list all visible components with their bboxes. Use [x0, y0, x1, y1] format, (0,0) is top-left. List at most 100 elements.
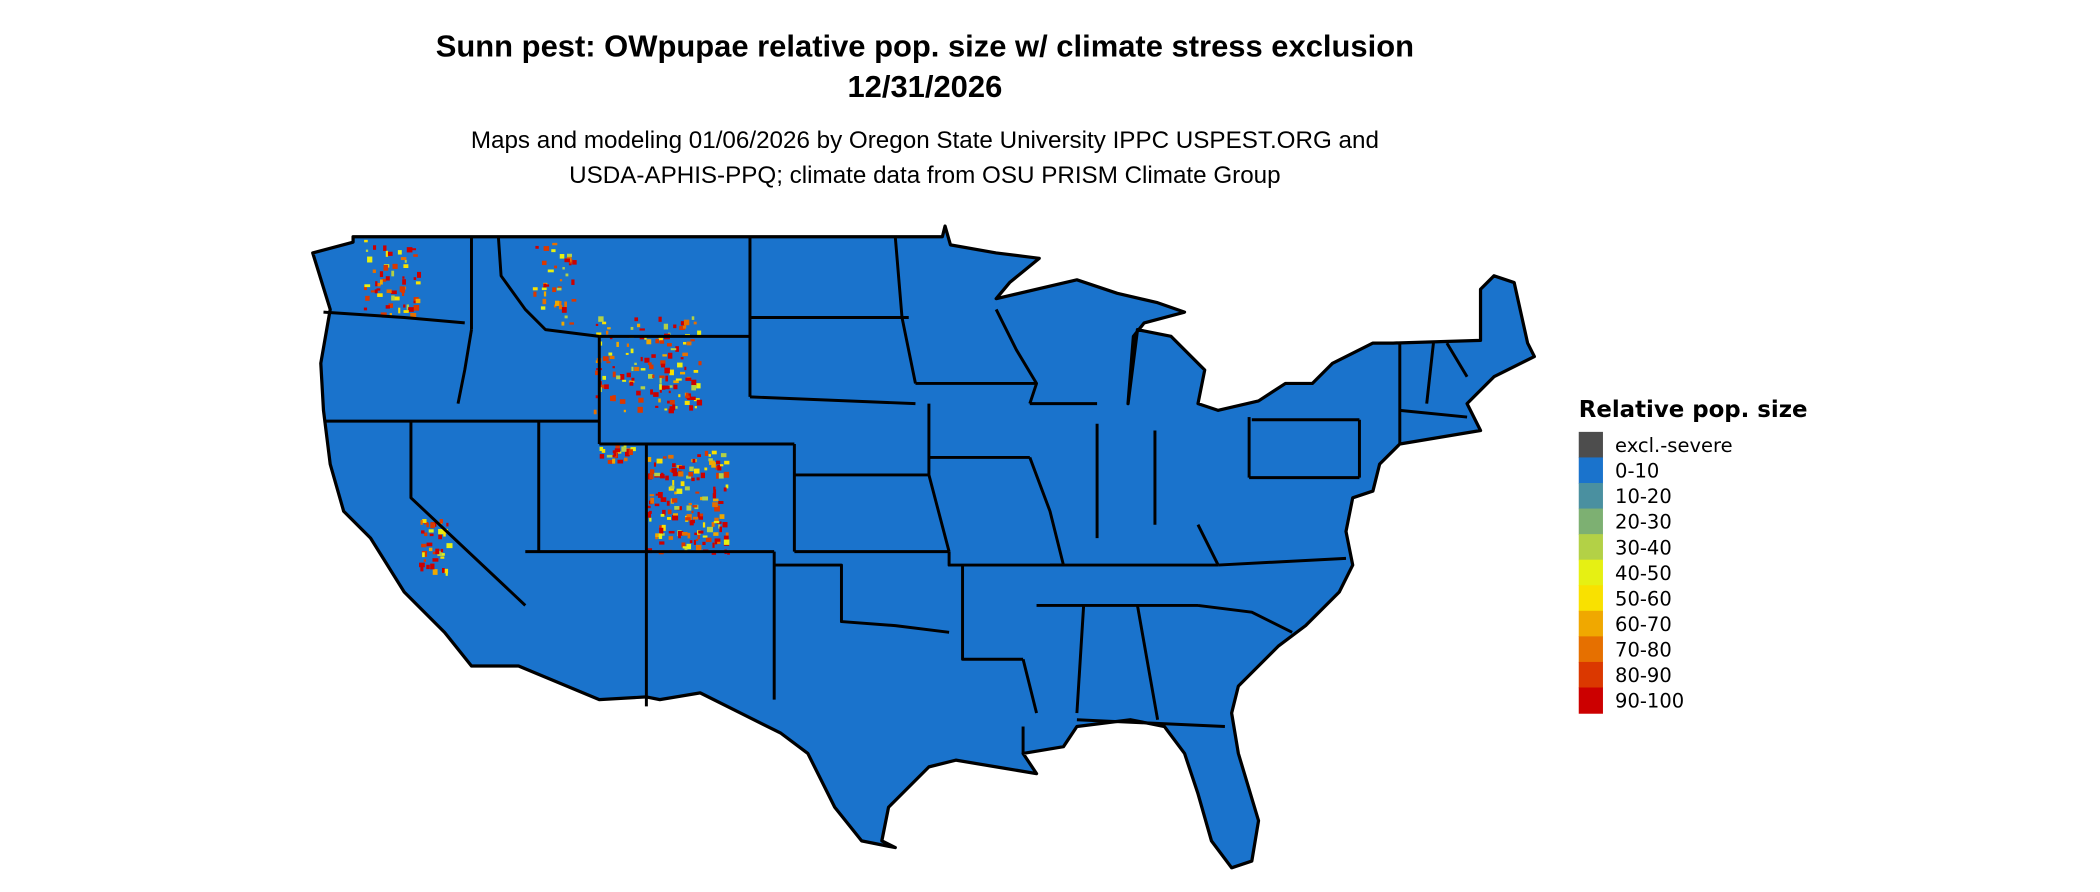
hotspot-cell: [647, 457, 652, 462]
us-map: [311, 224, 1536, 870]
hotspot-cell: [442, 553, 445, 556]
legend-label: 40-50: [1615, 562, 1672, 585]
legend-label: 70-80: [1615, 639, 1672, 662]
hotspot-cell: [653, 392, 659, 397]
hotspot-cell: [679, 325, 685, 331]
hotspot-cell: [370, 290, 377, 293]
hotspot-cell: [543, 246, 550, 251]
hotspot-cell: [430, 563, 435, 570]
hotspot-cell: [672, 515, 679, 521]
hotspot-cell: [682, 352, 688, 357]
legend-label: 50-60: [1615, 587, 1672, 610]
hotspot-cell: [392, 263, 398, 269]
hotspot-cell: [631, 377, 635, 381]
hotspot-cell: [606, 454, 613, 458]
hotspot-cell: [718, 473, 724, 479]
hotspot-cell: [544, 284, 550, 287]
state-border: [1021, 658, 1038, 714]
hotspot-cell: [660, 497, 667, 502]
hotspot-cell: [683, 319, 690, 326]
hotspot-cell: [650, 469, 655, 475]
hotspot-cell: [653, 462, 657, 467]
state-border: [927, 403, 951, 552]
hotspot-cell: [397, 250, 402, 255]
hotspot-cell: [695, 538, 699, 542]
hotspot-cell: [702, 522, 706, 528]
hotspot-cell: [723, 487, 727, 492]
hotspot-cell: [652, 374, 655, 379]
hotspot-cell: [692, 505, 698, 508]
hotspot-cell: [439, 519, 443, 524]
hotspot-cell: [408, 307, 414, 312]
hotspot-cell: [413, 299, 417, 304]
hotspot-cell: [651, 354, 656, 358]
legend-swatch: [1578, 508, 1603, 535]
hotspot-cell: [640, 386, 646, 390]
hotspot-cell: [364, 239, 368, 243]
hotspot-cell: [681, 531, 688, 536]
hotspot-cell: [612, 371, 616, 378]
hotspot-cell: [649, 364, 654, 370]
legend-swatch: [1578, 457, 1603, 484]
hotspot-cell: [634, 366, 640, 372]
hotspot-cell: [704, 467, 708, 471]
hotspot-cell: [552, 287, 557, 293]
hotspot-cell: [668, 531, 675, 534]
hotspot-cell: [365, 249, 369, 252]
hotspot-cell: [669, 406, 674, 411]
hotspot-cell: [636, 323, 641, 328]
hotspot-cell: [386, 289, 392, 294]
hotspot-cell: [688, 471, 694, 477]
hotspot-cell: [562, 267, 565, 270]
hotspot-cell: [673, 513, 678, 516]
hotspot-cell: [650, 497, 655, 504]
hotspot-cell: [616, 341, 619, 347]
state-border: [1197, 603, 1293, 634]
hotspot-cell: [689, 466, 694, 472]
hotspot-cell: [398, 307, 401, 314]
hotspot-cell: [668, 390, 671, 394]
hotspot-layer: [363, 239, 730, 576]
hotspot-cell: [438, 534, 443, 540]
hotspot-cell: [542, 298, 547, 305]
hotspot-cell: [687, 396, 691, 400]
hotspot-cell: [647, 362, 652, 366]
hotspot-cell: [602, 321, 607, 325]
hotspot-cell: [631, 366, 634, 372]
hotspot-cell: [647, 374, 653, 379]
hotspot-cell: [672, 471, 678, 477]
hotspot-cell: [706, 526, 713, 533]
hotspot-cell: [717, 464, 722, 471]
hotspot-cell: [690, 396, 696, 400]
hotspot-cell: [673, 324, 677, 329]
hotspot-cell: [659, 541, 665, 545]
hotspot-cell: [420, 520, 423, 525]
hotspot-cell: [634, 317, 639, 322]
hotspot-cell: [659, 525, 663, 530]
hotspot-cell: [547, 269, 554, 273]
hotspot-cell: [691, 510, 694, 514]
hotspot-cell: [700, 472, 706, 479]
state-border: [1425, 342, 1435, 404]
hotspot-cell: [712, 498, 719, 502]
hotspot-cell: [610, 395, 615, 402]
state-border: [1399, 408, 1468, 419]
hotspot-cell: [692, 516, 699, 520]
legend-swatch: [1578, 431, 1603, 459]
hotspot-cell: [649, 474, 654, 480]
hotspot-cell: [666, 500, 670, 506]
hotspot-cell: [410, 312, 417, 319]
hotspot-cell: [609, 355, 615, 360]
hotspot-cell: [363, 285, 367, 291]
hotspot-cell: [691, 316, 695, 320]
hotspot-cell: [383, 245, 387, 251]
hotspot-cell: [668, 536, 674, 540]
hotspot-cell: [712, 542, 715, 548]
state-border: [1135, 605, 1160, 721]
hotspot-cell: [724, 460, 730, 465]
hotspot-cell: [662, 354, 667, 357]
hotspot-cell: [656, 458, 663, 464]
hotspot-cell: [383, 264, 389, 271]
hotspot-cell: [686, 543, 692, 550]
hotspot-cell: [713, 486, 716, 490]
